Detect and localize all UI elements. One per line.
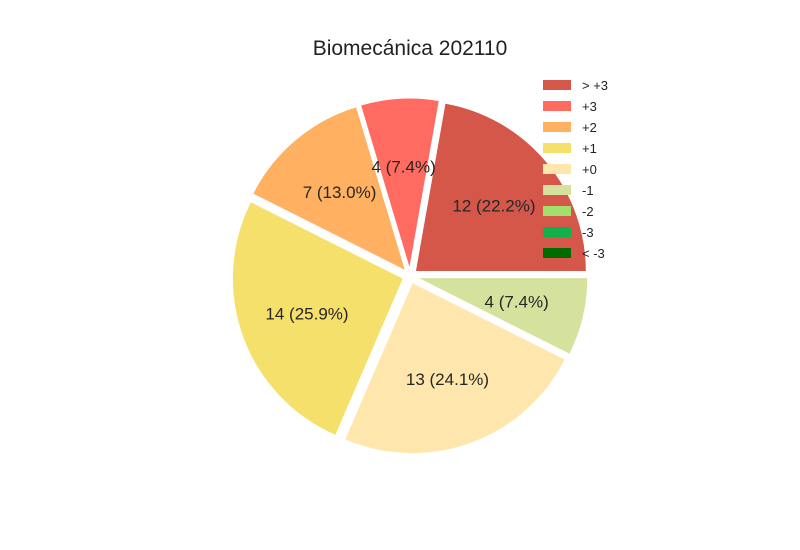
slice-label: 12 (22.2%) [452, 197, 535, 216]
slice-labels: 12 (22.2%) 4 (7.4%) 7 (13.0%) 14 (25.9%) 13 … [265, 158, 548, 389]
legend-swatch [543, 248, 571, 258]
pie-slice [252, 106, 407, 272]
legend-swatch [543, 185, 571, 195]
pie-slice [231, 200, 405, 437]
pie-slice [359, 97, 440, 270]
slice-label: 13 (24.1%) [406, 370, 489, 389]
slice-label: 4 (7.4%) [485, 292, 549, 311]
legend-label: -3 [582, 225, 594, 240]
pie-slice [416, 277, 589, 356]
pie-slice [344, 281, 566, 455]
legend-swatch [543, 101, 571, 111]
legend-label: +2 [582, 120, 597, 135]
legend-label: -2 [582, 204, 594, 219]
legend-label: -1 [582, 183, 594, 198]
legend-label: +0 [582, 162, 597, 177]
chart-title: Biomecánica 202110 [312, 37, 508, 60]
legend-label: +3 [582, 99, 597, 114]
legend-label: > +3 [582, 78, 608, 93]
pie-slices [231, 97, 589, 455]
slice-label: 14 (25.9%) [265, 304, 348, 323]
legend-swatch [543, 80, 571, 90]
legend-label: < -3 [582, 246, 605, 261]
legend-swatch [543, 227, 571, 237]
slice-label: 7 (13.0%) [303, 183, 377, 202]
legend-swatch [543, 164, 571, 174]
legend-swatch [543, 122, 571, 132]
legend-label: +1 [582, 141, 597, 156]
legend-swatch [543, 143, 571, 153]
slice-label: 4 (7.4%) [372, 158, 436, 177]
legend-swatch [543, 206, 571, 216]
legend: > +3 +3 +2 +1 +0 -1 -2 -3 < -3 [543, 78, 608, 261]
